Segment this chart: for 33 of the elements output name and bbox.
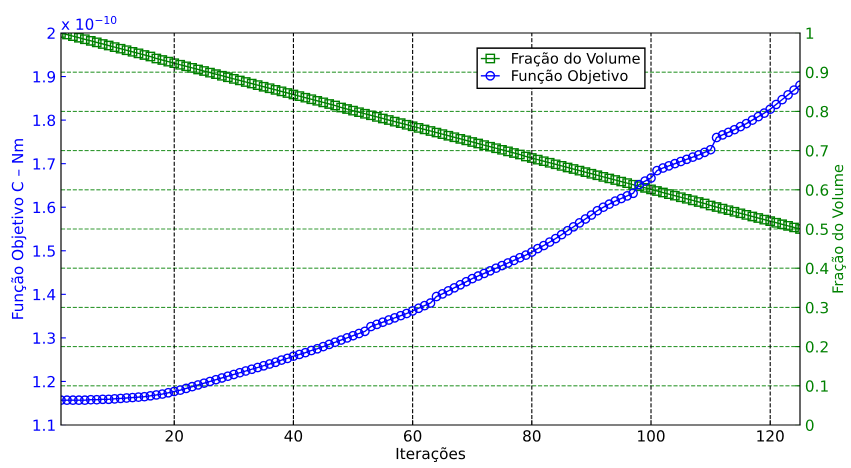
x-tick-label: 80 bbox=[523, 430, 541, 442]
x-tick-label: 40 bbox=[284, 430, 302, 442]
y2-tick-label: 0.4 bbox=[806, 262, 828, 274]
x-tick-label: 20 bbox=[166, 430, 183, 442]
y-tick-label: 1.1 bbox=[34, 420, 55, 431]
y-tick-label: 1.7 bbox=[34, 158, 55, 170]
y2-tick-label: 0.5 bbox=[806, 223, 828, 236]
x-tick-label: 100 bbox=[638, 430, 665, 442]
y2-tick-label: 0 bbox=[806, 419, 814, 432]
y-tick-label: 1.3 bbox=[34, 332, 55, 344]
y2-tick-label: 0.9 bbox=[806, 66, 828, 78]
x-axis-title: Iterações bbox=[396, 447, 466, 462]
y2-axis-title: Fração do Volume bbox=[832, 164, 846, 292]
y-tick-label: 1.6 bbox=[34, 202, 56, 214]
x-tick-label: 60 bbox=[404, 430, 422, 442]
y-tick-label: 1.2 bbox=[34, 376, 55, 388]
y-tick-label: 2 bbox=[48, 27, 55, 39]
y2-tick-label: 0.7 bbox=[806, 145, 828, 157]
y-tick-label: 1.8 bbox=[34, 114, 56, 126]
y2-tick-label: 0.6 bbox=[806, 184, 828, 196]
y-axis-title: Função Objetivo C – Nm bbox=[11, 139, 26, 319]
y-tick-label: 1.4 bbox=[34, 289, 56, 300]
text: x 10$^{−10}$ bbox=[61, 16, 116, 30]
y2-tick-label: 0.3 bbox=[806, 302, 828, 314]
y-tick-label: 1.5 bbox=[34, 245, 55, 257]
legend-label: Função Objetivo bbox=[512, 70, 628, 84]
y2-tick-label: 1 bbox=[806, 28, 814, 39]
x-tick-label: 120 bbox=[757, 430, 784, 442]
y2-tick-label: 0.2 bbox=[806, 341, 828, 353]
legend-label: Fração do Volume bbox=[512, 52, 640, 66]
y-tick-label: 1.9 bbox=[34, 71, 56, 83]
y2-tick-label: 0.8 bbox=[806, 106, 828, 118]
y2-tick-label: 0.1 bbox=[806, 380, 828, 392]
